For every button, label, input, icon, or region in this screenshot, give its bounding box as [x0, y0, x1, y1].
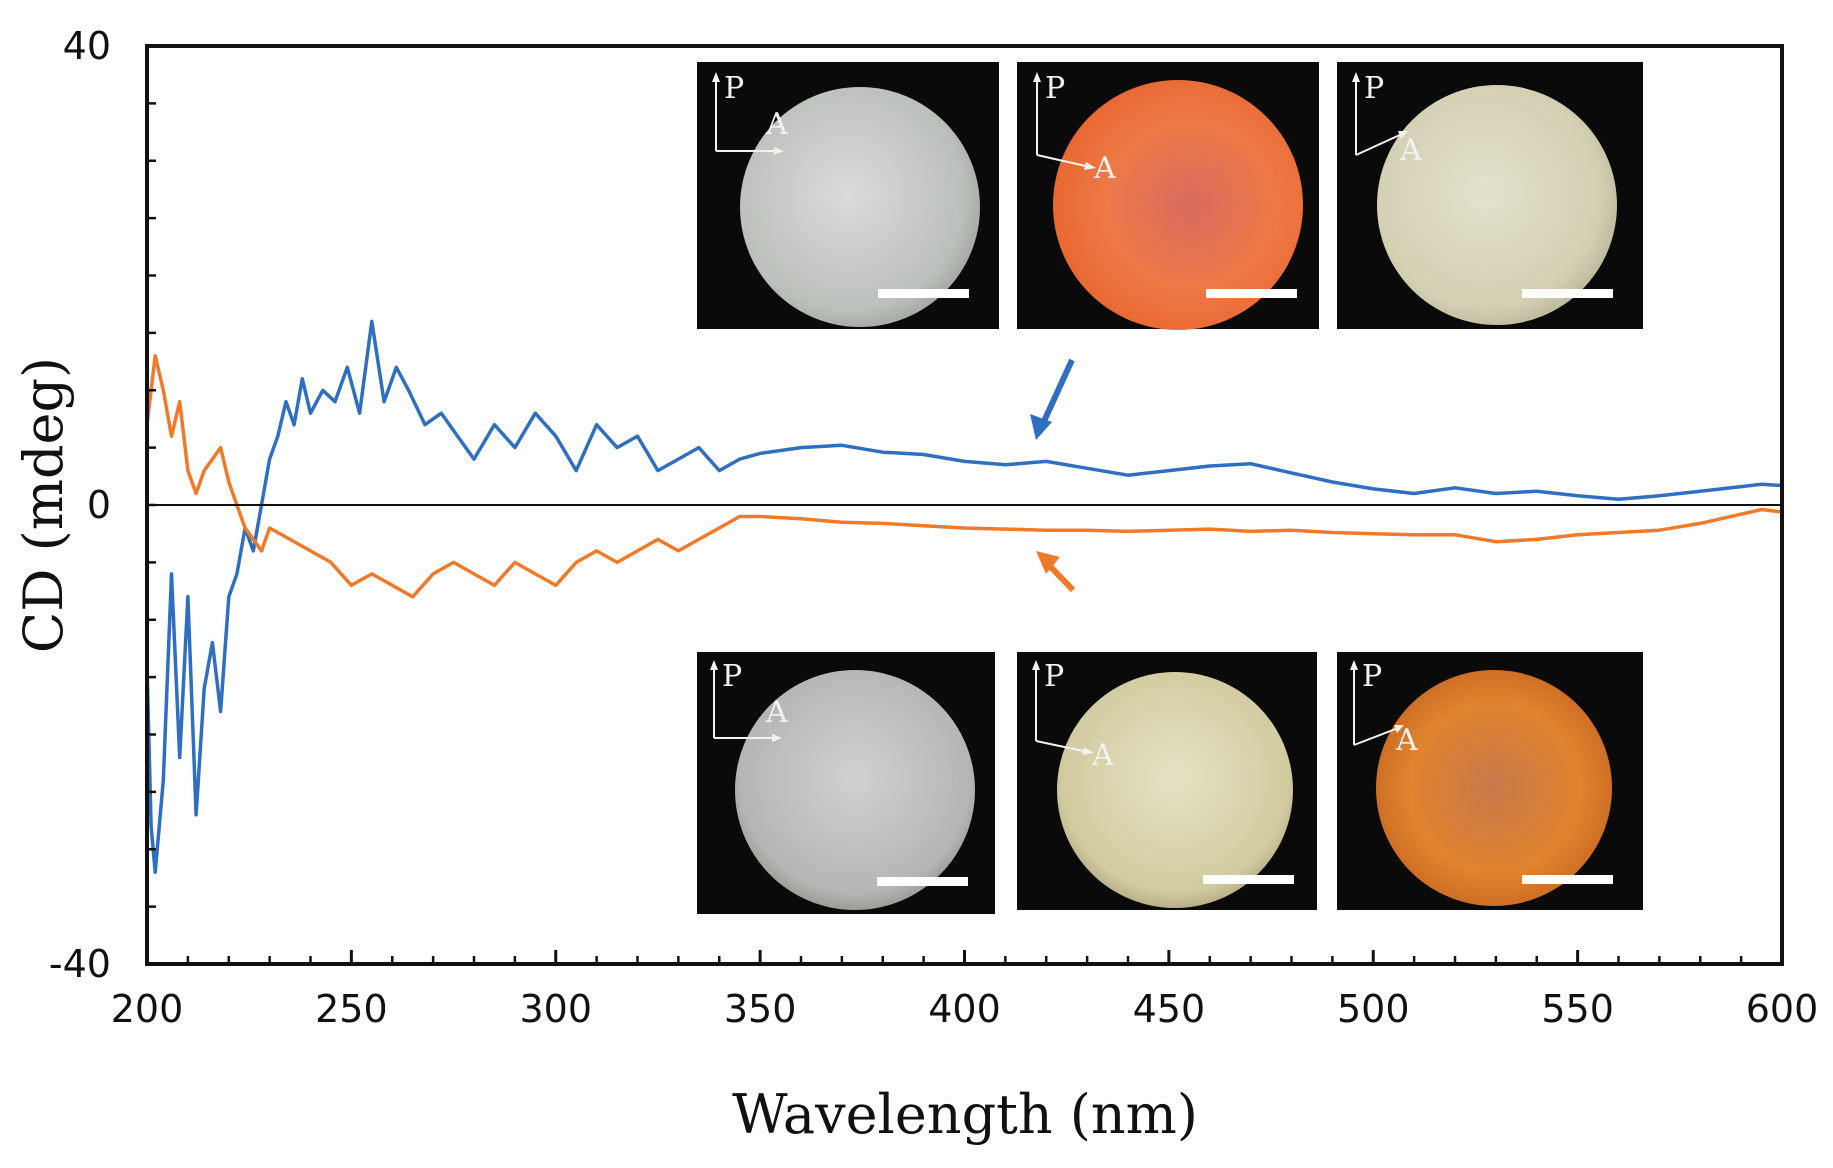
scale-bar: [1522, 289, 1613, 298]
x-tick-label: 550: [1541, 987, 1614, 1031]
analyzer-label: A: [1395, 723, 1418, 758]
scale-bar: [878, 289, 969, 298]
x-tick-label: 300: [519, 987, 592, 1031]
scale-bar: [1203, 875, 1294, 884]
inset-top-2: P A: [1017, 62, 1319, 330]
blue-pointer-arrow: [1030, 358, 1075, 440]
polarizer-label: P: [724, 71, 744, 106]
inset-top-3: P A: [1337, 62, 1643, 329]
orange-pointer-arrow: [1036, 551, 1076, 593]
inset-bottom-1: P A: [697, 652, 995, 914]
series-line-2: [145, 354, 1783, 599]
analyzer-label: A: [1091, 738, 1114, 773]
inset-bottom-3: P A: [1337, 652, 1643, 910]
analyzer-label: A: [765, 695, 788, 730]
y-axis-title: CD (mdeg): [12, 357, 75, 653]
x-tick-label: 400: [928, 987, 1001, 1031]
x-tick-label: 500: [1337, 987, 1410, 1031]
polarizer-label: P: [1362, 659, 1382, 694]
x-axis-title: Wavelength (nm): [732, 1083, 1198, 1146]
analyzer-label: A: [1399, 133, 1422, 168]
ticks-layer: 200 250 300 350 400 450 500 550 600 -40 0 40: [49, 24, 1818, 1031]
scale-bar: [1522, 875, 1613, 884]
x-tick-label: 450: [1133, 987, 1206, 1031]
scale-bar: [1206, 289, 1297, 298]
inset-bottom-2: P A: [1017, 652, 1317, 910]
polarizer-label: P: [1044, 659, 1064, 694]
polarizer-label: P: [722, 659, 742, 694]
y-tick-label: -40: [49, 942, 111, 986]
x-tick-label: 250: [315, 987, 388, 1031]
y-tick-label: 0: [87, 483, 111, 527]
inset-top-1: P A: [697, 62, 999, 329]
x-tick-label: 200: [111, 987, 184, 1031]
x-tick-label: 350: [724, 987, 797, 1031]
analyzer-label: A: [765, 107, 788, 142]
x-tick-label: 600: [1746, 987, 1819, 1031]
y-tick-label: 40: [63, 24, 111, 68]
series-line-1: [145, 319, 1783, 874]
polarizer-label: P: [1364, 71, 1384, 106]
polarizer-label: P: [1045, 71, 1065, 106]
analyzer-label: A: [1093, 151, 1116, 186]
series-layer: [145, 319, 1783, 874]
scale-bar: [877, 877, 968, 886]
